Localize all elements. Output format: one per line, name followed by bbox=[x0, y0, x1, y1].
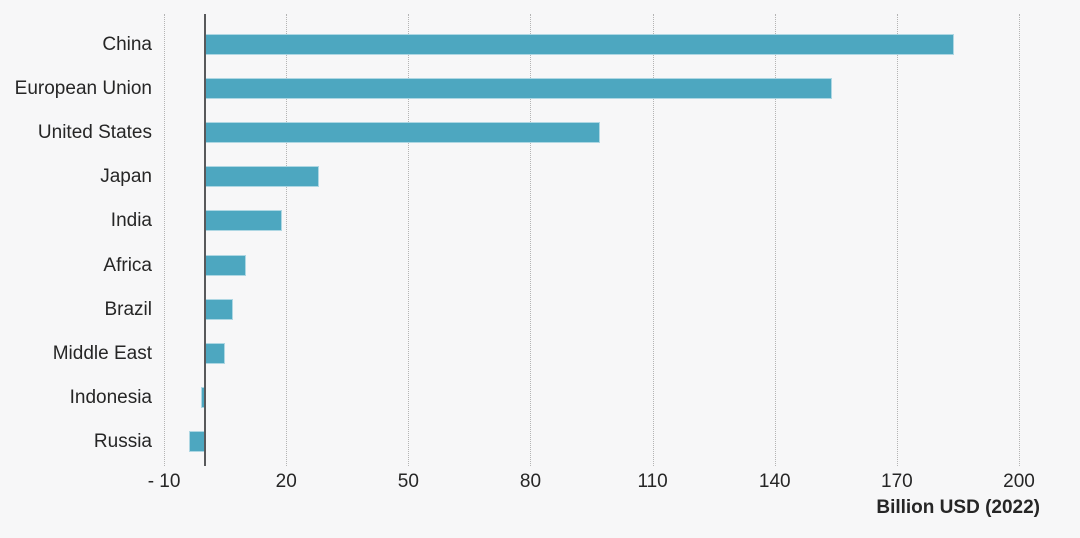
category-label-russia: Russia bbox=[93, 431, 152, 453]
category-label-middle-east: Middle East bbox=[52, 343, 152, 364]
bar-united-states bbox=[204, 122, 600, 143]
gridline bbox=[408, 14, 410, 466]
gridline bbox=[1019, 14, 1020, 466]
x-tick-label: 110 bbox=[637, 471, 668, 492]
x-tick-label: - 10 bbox=[147, 471, 181, 492]
gridline bbox=[896, 14, 898, 466]
bar-russia bbox=[188, 431, 205, 453]
category-label-european-union: European Union bbox=[14, 77, 152, 99]
x-tick-label: 140 bbox=[758, 471, 791, 492]
bar-japan bbox=[204, 166, 319, 188]
x-tick-label: 50 bbox=[397, 471, 419, 492]
gridline bbox=[652, 14, 654, 466]
category-label-india: India bbox=[110, 210, 152, 232]
x-axis-label: Billion USD (2022) bbox=[876, 497, 1040, 518]
bar-brazil bbox=[204, 298, 234, 320]
category-label-indonesia: Indonesia bbox=[69, 387, 152, 409]
bar-africa bbox=[204, 254, 246, 276]
bar-european-union bbox=[204, 77, 832, 99]
category-label-africa: Africa bbox=[103, 254, 152, 276]
x-tick-label: 200 bbox=[1003, 471, 1035, 492]
category-label-united-states: United States bbox=[37, 122, 152, 143]
category-label-china: China bbox=[102, 33, 152, 55]
x-tick-label: 170 bbox=[881, 471, 913, 492]
bar-middle-east bbox=[204, 343, 226, 364]
y-axis-line bbox=[203, 14, 206, 466]
gridline bbox=[774, 14, 776, 466]
bar-india bbox=[204, 210, 283, 232]
x-tick-label: 20 bbox=[275, 471, 297, 492]
gridline bbox=[286, 14, 288, 466]
x-tick-label: 80 bbox=[519, 471, 542, 492]
category-label-brazil: Brazil bbox=[104, 298, 152, 320]
gridline bbox=[530, 14, 532, 466]
gridline bbox=[164, 14, 166, 466]
category-label-japan: Japan bbox=[100, 166, 152, 188]
bar-china bbox=[204, 33, 954, 55]
